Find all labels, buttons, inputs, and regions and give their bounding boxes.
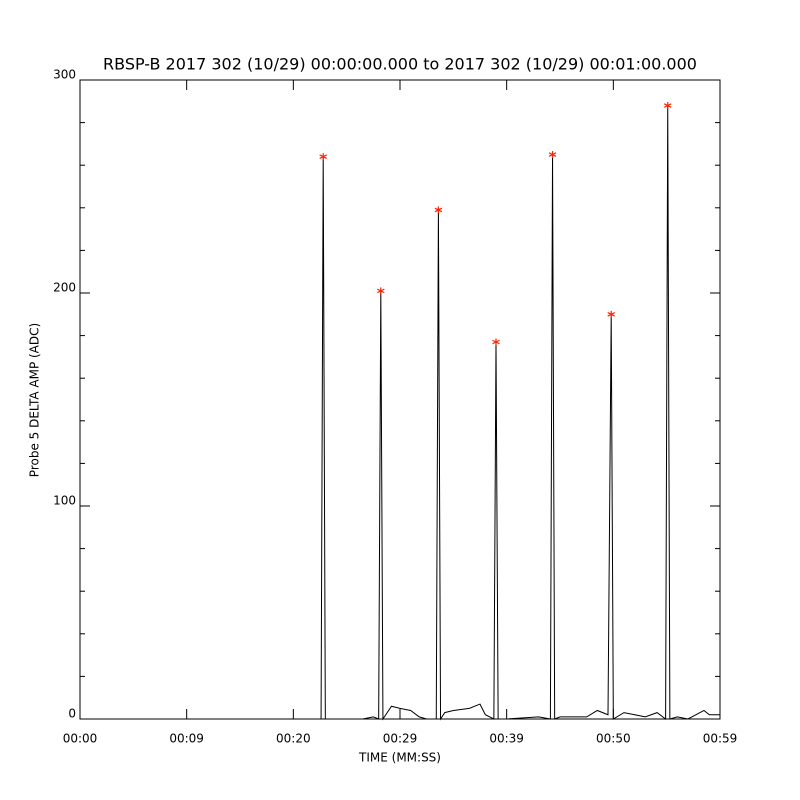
y-tick-label: 100 [53,494,76,508]
peak-marker [377,287,385,295]
x-tick-label: 00:39 [489,732,524,746]
y-tick-label: 300 [53,68,76,82]
peak-marker-stroke [319,154,327,159]
y-tick-label: 0 [68,707,76,721]
x-axis-label: TIME (MM:SS) [358,751,441,765]
peak-marker-stroke [434,207,443,213]
peak-marker-stroke [607,312,615,317]
peak-marker-stroke [663,103,672,108]
y-axis-label: Probe 5 DELTA AMP (ADC) [28,323,42,477]
peak-marker [492,338,500,346]
y-tick-label: 200 [53,281,76,295]
peak-marker [663,102,672,110]
x-tick-label: 00:20 [276,732,311,746]
peak-marker-stroke [377,288,385,294]
x-tick-label: 00:59 [703,732,738,746]
x-tick-label: 00:50 [596,732,631,746]
peak-marker-stroke [492,339,500,345]
peak-marker [607,310,615,318]
chart-title: RBSP-B 2017 302 (10/29) 00:00:00.000 to … [103,55,697,74]
x-tick-label: 00:29 [383,732,418,746]
peak-marker [548,151,557,159]
peak-marker [319,153,327,161]
x-tick-label: 00:00 [63,732,98,746]
peak-marker-stroke [548,152,557,157]
peak-marker [434,206,443,214]
x-tick-label: 00:09 [169,732,204,746]
